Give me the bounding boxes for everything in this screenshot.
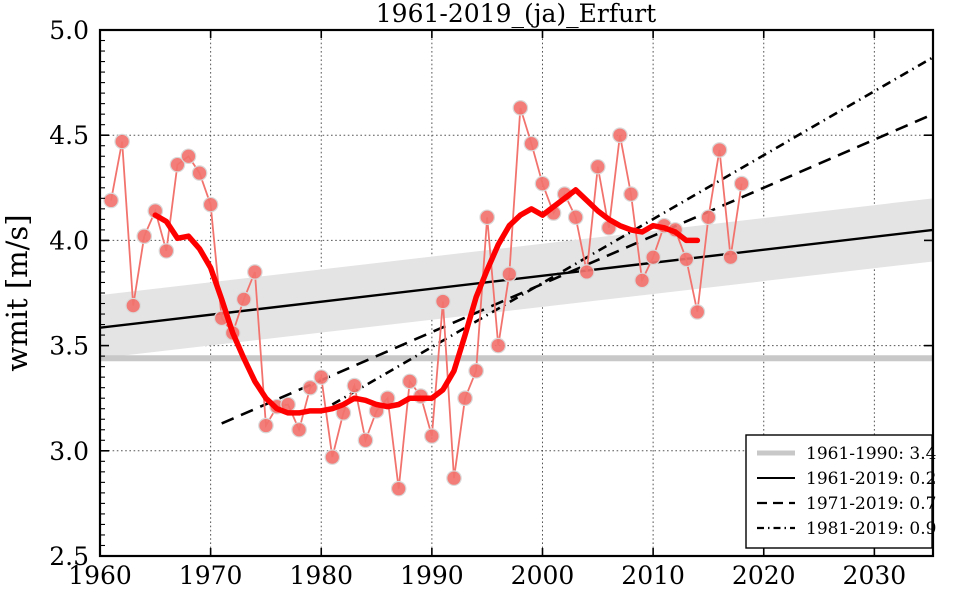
x-axis-ticks: [99, 30, 876, 556]
data-point: [623, 186, 639, 202]
data-point: [722, 249, 739, 266]
x-tick-label: 1970: [179, 561, 243, 590]
legend-label: 1961-1990: 3.4: [806, 444, 936, 464]
data-point: [590, 158, 606, 175]
y-tick-label: 5.0: [49, 16, 89, 45]
legend: 1961-1990: 3.4 1961-2019: 0.2 1971-2019: 0…: [745, 434, 936, 549]
annual-values-markers: [103, 100, 750, 497]
data-point: [457, 390, 473, 406]
x-tick-label: 1980: [289, 561, 353, 590]
x-tick-label: 2020: [732, 561, 796, 590]
data-point: [114, 133, 130, 150]
data-point: [634, 272, 650, 289]
data-point: [291, 421, 307, 438]
data-point: [567, 209, 584, 226]
data-point: [357, 432, 374, 449]
data-point: [689, 304, 706, 320]
data-point: [313, 369, 330, 385]
x-tick-label: 2000: [511, 561, 575, 590]
y-tick-label: 4.5: [49, 121, 89, 150]
x-tick-label: 2030: [843, 561, 907, 590]
legend-label: 1961-2019: 0.2: [806, 469, 936, 489]
y-axis-tick-labels: 2.5 3.0 3.5 4.0 4.5 5.0: [49, 16, 89, 571]
data-point: [468, 363, 484, 379]
data-point: [247, 264, 263, 280]
data-point: [733, 175, 750, 192]
data-point: [678, 251, 695, 268]
data-point: [446, 470, 462, 486]
data-point: [578, 264, 595, 280]
data-point: [424, 428, 440, 444]
data-point: [700, 209, 717, 226]
data-point: [158, 243, 175, 259]
data-point: [180, 148, 197, 165]
data-point: [523, 135, 540, 152]
data-point: [136, 228, 153, 244]
data-point: [534, 175, 551, 192]
data-point: [512, 100, 529, 116]
chart-title: 1961-2019_(ja)_Erfurt: [376, 0, 656, 28]
y-tick-label: 3.0: [49, 437, 89, 466]
trend-1981-2019-line: [331, 56, 933, 406]
data-point: [103, 192, 119, 209]
smoothed-line: [152, 187, 701, 416]
legend-label: 1981-2019: 0.9: [806, 519, 936, 539]
data-point: [479, 209, 495, 226]
data-point: [390, 480, 407, 497]
y-tick-label: 4.0: [49, 226, 89, 255]
annual-values-line: [110, 107, 743, 489]
data-point: [324, 449, 341, 465]
data-point: [435, 293, 451, 310]
x-tick-label: 1990: [400, 561, 464, 590]
data-point: [711, 142, 728, 158]
legend-items: 1961-1990: 3.4 1961-2019: 0.2 1971-2019: 0…: [757, 444, 936, 539]
trend-1961-2019-line: [100, 228, 933, 329]
data-point: [401, 373, 418, 390]
data-point: [191, 165, 208, 181]
y-axis-minor-ticks: [100, 39, 105, 547]
x-axis-tick-labels: 1960 1970 1980 1990 2000 2010 2020 2030: [68, 561, 906, 590]
trend-1971-2019-line: [221, 112, 933, 425]
data-point: [236, 291, 252, 308]
data-point: [302, 379, 318, 396]
data-point: [169, 156, 186, 173]
data-point: [501, 266, 518, 282]
legend-label: 1971-2019: 0.7: [806, 494, 936, 514]
y-axis-ticks: [100, 29, 933, 557]
y-axis-title: wmit [m/s]: [0, 214, 34, 371]
y-tick-label: 3.5: [49, 332, 89, 361]
x-tick-label: 2010: [621, 561, 685, 590]
y-tick-label: 2.5: [49, 542, 89, 571]
data-point: [612, 127, 628, 143]
data-point: [258, 417, 274, 434]
data-point: [645, 249, 661, 266]
x-tick-label: 1960: [68, 561, 132, 590]
data-point: [125, 297, 141, 314]
data-point: [202, 196, 219, 213]
data-point: [346, 377, 363, 394]
data-point: [490, 337, 507, 354]
